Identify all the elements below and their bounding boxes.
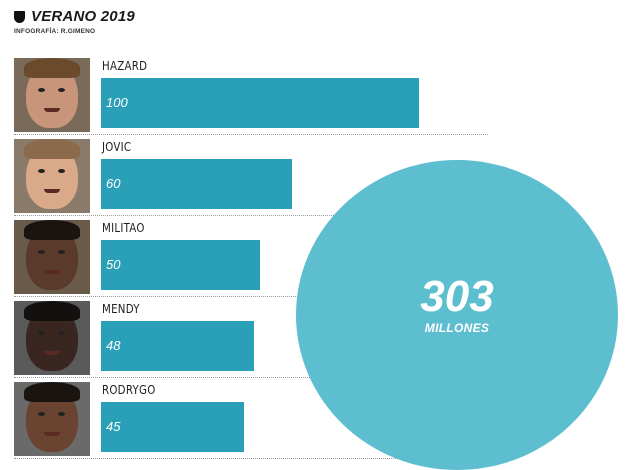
bar-value-label: 100 <box>106 95 128 110</box>
chart-header: VERANO 2019 INFOGRAFÍA: R.GIMENO <box>14 8 135 35</box>
eye-shape <box>58 169 65 173</box>
player-row: MENDY 48 <box>14 299 488 378</box>
bar-value-label: 50 <box>106 257 121 272</box>
total-unit: MILLONES <box>424 321 490 335</box>
value-bar: 60 <box>101 159 292 209</box>
player-photo <box>14 139 90 213</box>
eye-shape <box>38 331 45 335</box>
hair-shape <box>24 139 80 159</box>
player-row: HAZARD 100 <box>14 56 488 135</box>
eye-shape <box>38 250 45 254</box>
player-photo <box>14 301 90 375</box>
value-bar: 50 <box>101 240 260 290</box>
player-name: MENDY <box>102 301 140 316</box>
eye-shape <box>38 169 45 173</box>
mouth-shape <box>44 108 60 112</box>
title-row: VERANO 2019 <box>14 8 135 25</box>
shield-icon <box>14 10 25 23</box>
player-name: RODRYGO <box>102 382 156 397</box>
chart-title: VERANO 2019 <box>31 8 135 25</box>
eye-shape <box>58 412 65 416</box>
mouth-shape <box>44 432 60 436</box>
player-name: MILITAO <box>102 220 145 235</box>
player-name: HAZARD <box>102 58 148 73</box>
hair-shape <box>24 220 80 240</box>
player-photo <box>14 382 90 456</box>
mouth-shape <box>44 270 60 274</box>
player-row: MILITAO 50 <box>14 218 488 297</box>
total-value: 303 <box>420 272 494 321</box>
player-row: JOVIC 60 <box>14 137 488 216</box>
bar-value-label: 60 <box>106 176 121 191</box>
player-row: RODRYGO 45 <box>14 380 488 459</box>
credit-line: INFOGRAFÍA: R.GIMENO <box>14 28 96 35</box>
eye-shape <box>58 250 65 254</box>
eye-shape <box>38 412 45 416</box>
value-bar: 48 <box>101 321 254 371</box>
mouth-shape <box>44 189 60 193</box>
hair-shape <box>24 301 80 321</box>
hair-shape <box>24 58 80 78</box>
player-photo <box>14 58 90 132</box>
mouth-shape <box>44 351 60 355</box>
value-bar: 45 <box>101 402 244 452</box>
eye-shape <box>58 331 65 335</box>
eye-shape <box>38 88 45 92</box>
value-bar: 100 <box>101 78 419 128</box>
eye-shape <box>58 88 65 92</box>
bar-value-label: 48 <box>106 338 121 353</box>
hair-shape <box>24 382 80 402</box>
player-photo <box>14 220 90 294</box>
player-name: JOVIC <box>102 139 132 154</box>
bar-value-label: 45 <box>106 419 121 434</box>
total-circle: 303 MILLONES <box>296 160 618 470</box>
